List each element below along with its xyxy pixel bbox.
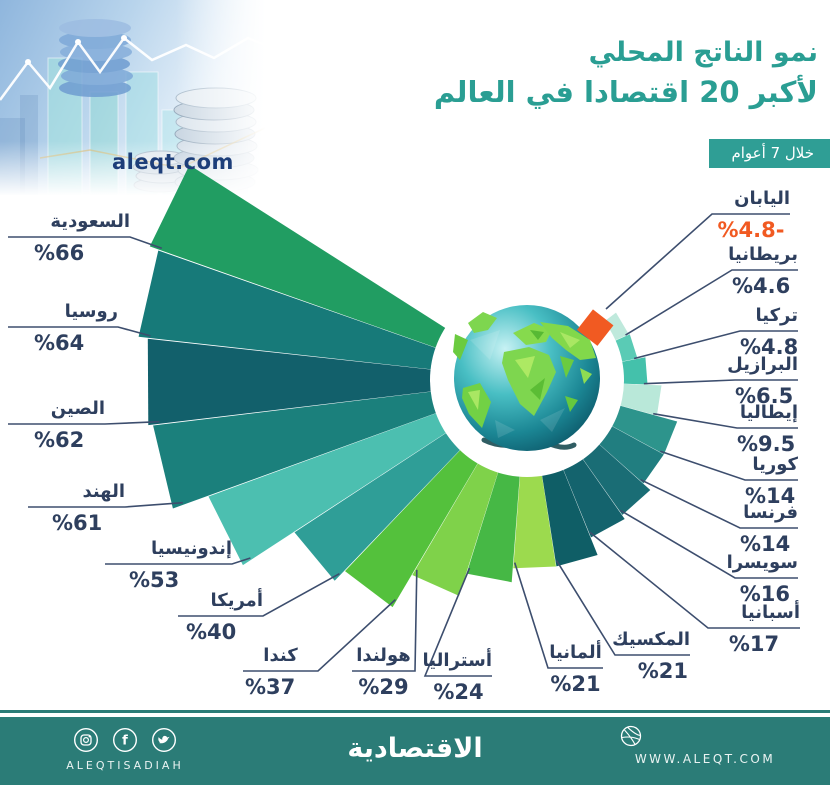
website-url[interactable]: WWW.ALEQT.COM	[634, 752, 776, 766]
label-connector	[643, 379, 798, 385]
website-block: WWW.ALEQT.COM	[620, 725, 790, 766]
label-connector	[352, 569, 418, 672]
label-connector	[660, 450, 798, 481]
negative-diamond-marker	[576, 309, 614, 346]
page-title-line2: لأكبر 20 اقتصادا في العالم	[433, 74, 818, 109]
label-connector	[589, 531, 800, 629]
label-connector	[653, 412, 798, 429]
facebook-icon[interactable]: f	[112, 727, 138, 753]
ocean-facets	[470, 330, 565, 438]
negative-marker-layer	[576, 309, 614, 346]
label-connector	[243, 599, 396, 672]
hero-image	[0, 0, 266, 196]
label-connector	[555, 560, 690, 656]
fan-wedges	[138, 165, 678, 608]
label-connector	[619, 509, 798, 579]
brand-logo: الاقتصادية	[347, 733, 483, 764]
label-connector	[640, 478, 798, 529]
fan-wedge	[138, 250, 480, 375]
label-connector	[8, 326, 151, 337]
site-url-text: aleqt.com	[112, 150, 234, 174]
globe-continents	[453, 312, 596, 428]
fan-wedge	[345, 416, 502, 608]
footer-bar: f ALEQTISADIAH الاقتصادية WWW.ALEQT.COM	[0, 717, 830, 785]
label-connector	[513, 562, 603, 669]
globe-icon	[453, 305, 600, 451]
label-connectors	[8, 213, 800, 677]
dribbble-icon[interactable]	[620, 725, 642, 747]
fan-wedge	[149, 165, 485, 364]
label-connector	[633, 330, 798, 360]
fan-wedge	[208, 397, 486, 566]
twitter-icon[interactable]	[151, 727, 177, 753]
label-connector	[423, 567, 492, 677]
period-badge: خلال 7 أعوام	[709, 139, 830, 168]
label-connector	[8, 236, 163, 250]
social-block: f ALEQTISADIAH	[45, 727, 205, 772]
fan-wedge	[153, 386, 480, 509]
instagram-icon[interactable]	[73, 727, 99, 753]
page-title: نمو الناتج المحلي لأكبر 20 اقتصادا في ال…	[434, 33, 818, 111]
label-connector	[105, 557, 251, 565]
label-connector	[605, 213, 790, 310]
svg-text:f: f	[122, 734, 128, 749]
label-connector	[28, 501, 183, 508]
fan-wedge	[147, 338, 478, 426]
page-title-line1: نمو الناتج المحلي	[588, 37, 818, 68]
fan-wedge	[294, 407, 493, 581]
social-handle: ALEQTISADIAH	[66, 759, 184, 772]
trend-dots	[25, 35, 127, 65]
footer-separator	[0, 710, 830, 713]
label-connector	[8, 420, 160, 425]
label-connector	[625, 269, 798, 336]
label-connector	[178, 573, 340, 617]
